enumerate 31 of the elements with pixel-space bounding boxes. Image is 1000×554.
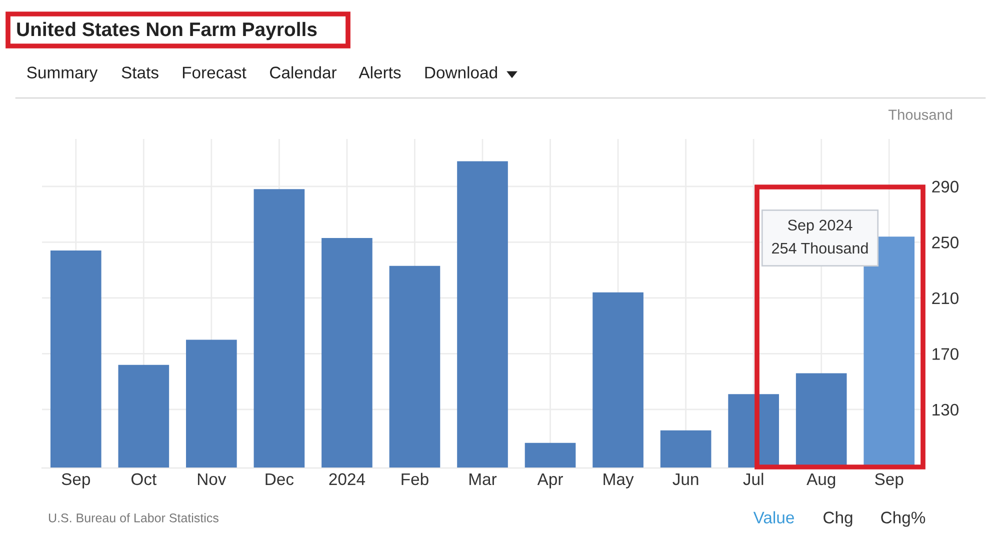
x-tick-label: 2024 bbox=[329, 473, 366, 486]
y-tick-label: 170 bbox=[932, 348, 958, 360]
y-tick-label: 130 bbox=[932, 404, 958, 416]
y-tick-label: 290 bbox=[932, 180, 958, 193]
chart-title: United States Non Farm Payrolls bbox=[17, 22, 317, 40]
x-tick-label: Nov bbox=[198, 473, 226, 486]
text: Stats bbox=[122, 66, 158, 78]
x-tick-label: Sep bbox=[62, 473, 90, 488]
text: Chg bbox=[824, 511, 852, 527]
x-tick-label: Jun bbox=[672, 473, 698, 486]
x-tick-label: Feb bbox=[402, 472, 428, 486]
x-tick-label: Apr bbox=[537, 473, 563, 488]
x-tick-label: Jul bbox=[743, 472, 764, 486]
x-tick-label: Aug bbox=[806, 473, 836, 488]
text: Value bbox=[753, 511, 794, 524]
y-axis-title: Thousand bbox=[888, 109, 952, 120]
text: U.S. Bureau of Labor Statistics bbox=[48, 513, 218, 522]
x-tick-label: Sep bbox=[875, 473, 904, 488]
x-tick-label: Dec bbox=[266, 473, 294, 486]
x-tick-label: Oct bbox=[131, 473, 156, 486]
text: Summary bbox=[27, 66, 98, 82]
y-tick-label: 250 bbox=[932, 236, 958, 248]
x-tick-label: Mar bbox=[470, 473, 497, 486]
y-tick-label: 210 bbox=[932, 292, 958, 304]
annotation: Sep 2024 254 Thousand bbox=[772, 220, 868, 254]
text: Calendar bbox=[270, 66, 337, 78]
x-tick-label: May bbox=[604, 473, 634, 488]
text: Download bbox=[425, 66, 497, 78]
text: Alerts bbox=[358, 66, 401, 78]
text: Chg% bbox=[881, 511, 926, 527]
text: Forecast bbox=[182, 66, 246, 78]
